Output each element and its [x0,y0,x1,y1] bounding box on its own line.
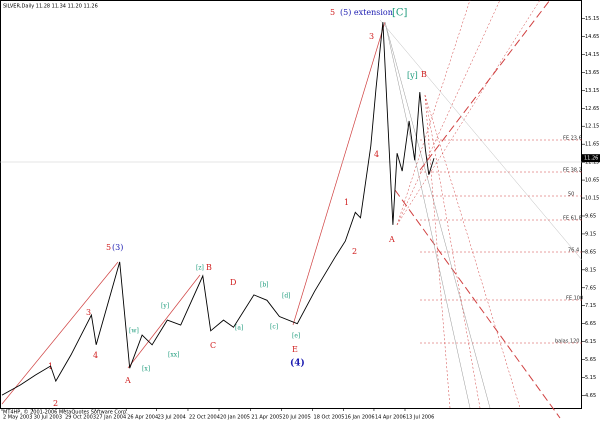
y-tick-label: 6.15 [585,339,596,345]
wave-label: 3 [86,308,91,317]
wave-label: D [230,278,236,287]
fan-line [384,21,471,409]
last-price-box [582,154,600,163]
wave-label: [e] [292,333,300,340]
last-price-label: 11.26 [584,156,598,162]
x-tick-label: 20 Jul 2005 [282,415,310,421]
wave-label: 4 [93,351,98,360]
x-tick-label: 14 Apr 2006 [375,415,406,421]
x-tick-label: 23 Jul 2004 [158,415,186,421]
fib-label: balas 120 [555,339,579,345]
x-tick-label: 26 Apr 2004 [127,415,158,421]
y-tick-label: 14.15 [585,52,599,58]
y-tick-label: 5.15 [585,375,596,381]
wave-label: [C] [392,8,408,19]
wave-label: B [421,70,427,79]
wave-label: 5 [330,8,335,17]
wave-label: 2 [53,399,58,408]
wave-label: 3 [369,32,374,41]
wave-label: (4) [290,358,305,369]
price-line [1,22,435,396]
x-tick-label: 21 Apr 2005 [251,415,282,421]
x-tick-label: 27 Jan 2004 [96,415,126,421]
wave-label: [z] [196,265,204,272]
y-tick-label: 14.65 [585,34,599,40]
trend-line [127,274,201,369]
wave-labels: 5 (5) extension [C] 3 [y] B 1 2 4 A 5 (3… [48,8,427,409]
wave-label: 2 [352,247,357,256]
x-tick-label: 18 Oct 2005 [314,415,345,421]
x-tick-label: 22 Oct 2004 [189,415,220,421]
trend-line [1,261,119,405]
fan-line [424,94,521,409]
y-tick-label: 9.65 [585,213,596,219]
y-tick-label: 15.15 [585,16,599,22]
wave-label: [d] [282,293,291,300]
fan-line [424,94,451,409]
y-tick-label: 11.65 [585,142,599,148]
fib-label: 50 [568,192,574,198]
fib-label: FE 23.6 [563,136,582,142]
y-tick-label: 7.15 [585,303,596,309]
y-tick-label: 8.15 [585,267,596,273]
wave-label: A [124,376,131,385]
trend-line [292,21,386,326]
y-tick-label: 12.15 [585,124,599,130]
y-tick-label: 5.65 [585,357,596,363]
x-tick-label: 20 Jan 2005 [220,415,250,421]
wave-label: [x] [142,366,150,373]
wave-label: 5 [106,243,111,252]
fib-label: FE 100 [566,296,583,302]
y-tick-label: 4.65 [585,393,596,399]
wave-label: B [206,263,212,272]
y-tick-label: 11.15 [585,160,599,166]
y-tick-label: 6.65 [585,321,596,327]
chart-title: SILVER,Daily 11.28 11.34 11.20 11.26 [3,4,98,10]
fib-labels: FE 23.6 FE 38.2 50 FE 61.8 76.4 FE 100 b… [555,136,583,345]
fan-line [424,94,481,409]
fan-line [384,21,491,409]
fan-line [396,0,541,226]
x-tick-label: 13 Jul 2006 [406,415,434,421]
wave-label: [xx] [168,352,179,359]
wave-label: 1 [344,198,349,207]
x-tick-label: 2 May 2003 [3,415,32,421]
y-tick-label: 13.15 [585,88,599,94]
x-tick-label: 30 Jul 2003 [34,415,62,421]
fib-label: FE 61.8 [563,216,582,222]
wave-label: [w] [129,328,139,335]
wave-label: 4 [374,150,379,159]
wave-label: [a] [235,325,243,332]
wave-label: [c] [270,324,278,331]
wave-label: (3) [112,243,123,252]
footer: MT4HP, © 2001-2006 MetaQuotes Software C… [3,409,128,416]
wave-label: (5) extension [340,8,393,17]
fib-label: 76.4 [568,248,579,254]
wave-label: [y] [407,71,418,80]
fib-label: FE 38.2 [563,168,582,174]
wave-label: E [292,345,298,354]
y-tick-label: 12.65 [585,106,599,112]
fan-line [396,0,501,226]
x-tick-label: 29 Oct 2003 [65,415,96,421]
projection-line [394,189,561,419]
wave-label: C [210,341,216,350]
y-tick-label: 9.15 [585,231,596,237]
y-tick-label: 10.15 [585,196,599,202]
y-tick-label: 10.65 [585,178,599,184]
y-tick-label: 8.65 [585,249,596,255]
plot-frame [0,0,582,409]
wave-label: [y] [161,303,169,310]
y-tick-label: 13.65 [585,70,599,76]
wave-label: A [388,235,395,244]
wave-label: [b] [260,282,269,289]
fan-line [396,0,471,226]
y-tick-label: 7.65 [585,285,596,291]
analysis-lines [0,0,583,419]
x-tick-label: 16 Jan 2006 [345,415,375,421]
